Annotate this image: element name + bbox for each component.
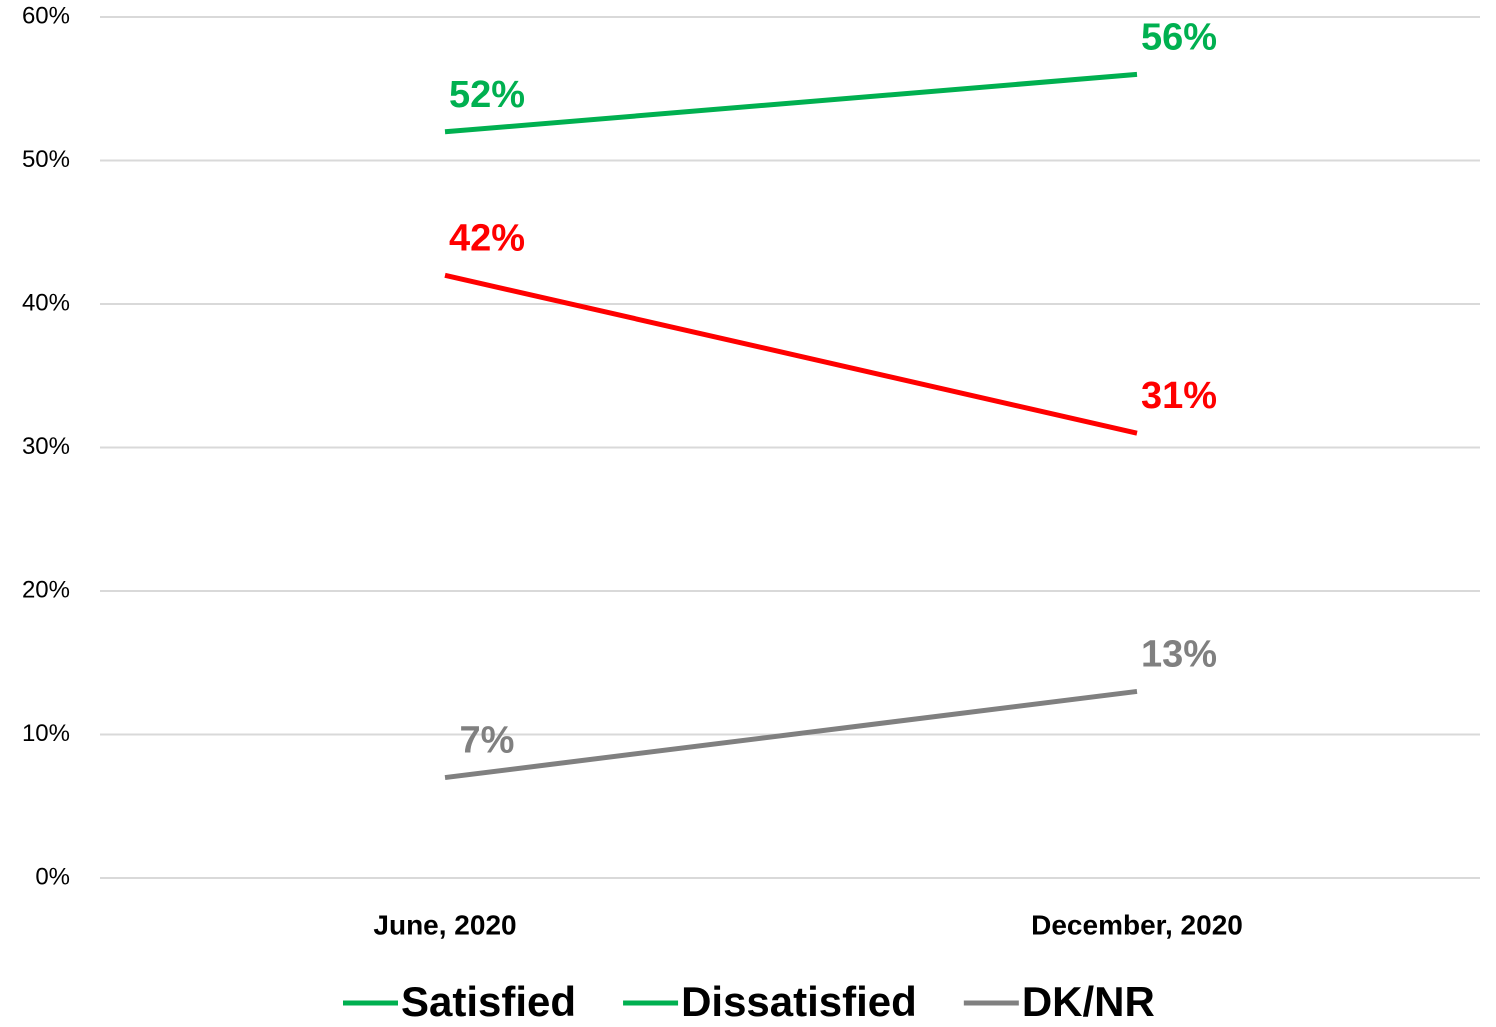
x-tick-label: December, 2020 [1031,909,1243,940]
series-line [444,272,1138,436]
y-tick-label: 40% [22,289,70,316]
y-tick-label: 10% [22,720,70,747]
data-label: 52% [449,74,525,116]
data-label: 7% [460,720,515,762]
y-tick-label: 50% [22,146,70,173]
series-line [444,688,1138,781]
legend-label: Dissatisfied [681,978,917,1025]
x-tick-label: June, 2020 [373,909,516,940]
legend-label: DK/NR [1022,978,1155,1025]
y-tick-label: 20% [22,576,70,603]
y-tick-label: 30% [22,433,70,460]
y-tick-label: 60% [22,2,70,29]
legend-label: Satisfied [401,978,576,1025]
data-label: 31% [1141,375,1217,417]
y-tick-label: 0% [35,863,70,890]
series-line [444,71,1138,135]
data-label: 42% [449,217,525,259]
data-label: 13% [1141,633,1217,675]
data-label: 56% [1141,16,1217,58]
